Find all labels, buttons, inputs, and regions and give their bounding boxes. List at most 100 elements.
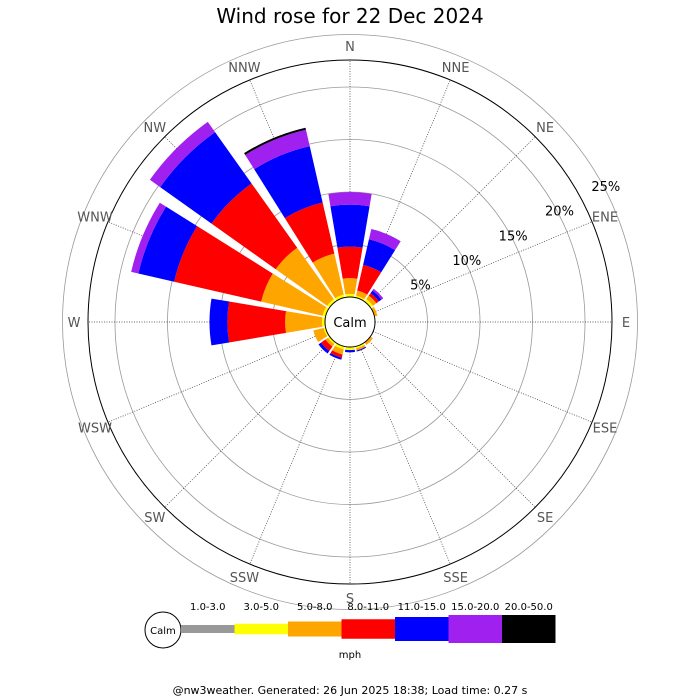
bar-nw-bin-3 <box>211 183 298 270</box>
bar-ene-bin-2 <box>371 307 378 317</box>
legend-label-3: 8.0-11.0 <box>347 602 389 613</box>
legend-label-0: 1.0-3.0 <box>190 602 225 613</box>
legend-swatch-6 <box>502 615 556 643</box>
bar-n-bin-2 <box>342 278 358 295</box>
legend-swatch-3 <box>341 619 395 639</box>
bar-sw-bin-2 <box>325 337 335 347</box>
bar-wnw-bin-3 <box>174 226 273 302</box>
bar-wsw-bin-2 <box>313 328 328 342</box>
direction-label-w: W <box>68 316 81 331</box>
bar-wnw-bin-4 <box>138 206 198 282</box>
bar-sse-bin-2 <box>356 344 366 351</box>
spoke-nne <box>359 79 451 300</box>
direction-labels: N NNE NE ENE E ESE SE SSE S SSW SW WSW W WNW NW NNW <box>68 40 631 607</box>
bar-ne-bin-1 <box>364 299 373 308</box>
direction-label-ssw: SSW <box>230 571 260 586</box>
spoke-sw <box>164 339 333 508</box>
bar-nw-bin-5 <box>149 121 216 188</box>
chart-title: Wind rose for 22 Dec 2024 <box>216 4 484 28</box>
direction-label-sse: SSE <box>443 571 468 586</box>
radial-tick-label-4: 25% <box>591 180 620 195</box>
bar-s-bin-4 <box>344 349 356 353</box>
spoke-nnw <box>249 79 341 300</box>
bar-n-bin-3 <box>337 246 363 279</box>
spoke-ssw <box>249 344 341 565</box>
direction-label-se: SE <box>537 511 553 526</box>
bar-nnw-bin-3 <box>284 202 335 263</box>
bar-ne-bin-2 <box>366 295 377 306</box>
direction-spokes <box>88 60 612 584</box>
legend-items: 1.0-3.0 3.0-5.0 5.0-8.0 8.0-11.0 11.0-15.0 15… <box>181 602 556 643</box>
legend-label-1: 3.0-5.0 <box>244 602 279 613</box>
spoke-ene <box>372 221 593 313</box>
bar-wnw-bin-1 <box>322 307 329 317</box>
spoke-ese <box>372 331 593 423</box>
bar-nnw-bin-4 <box>254 146 323 219</box>
bar-s-bin-1 <box>345 346 355 351</box>
bar-wnw-bin-5 <box>131 202 167 274</box>
bar-ssw-bin-1 <box>335 343 345 350</box>
spoke-se <box>367 339 536 508</box>
bar-nnw-bin-5 <box>245 129 310 170</box>
legend-label-6: 20.0-50.0 <box>505 602 553 613</box>
radial-tick-label-2: 15% <box>499 229 528 244</box>
bar-sw-bin-1 <box>327 336 336 345</box>
direction-label-s: S <box>346 592 354 607</box>
legend-swatch-2 <box>288 621 342 637</box>
bar-sse-bin-1 <box>355 343 365 349</box>
bar-nne-bin-2 <box>356 290 368 300</box>
bar-w-bin-1 <box>321 317 326 327</box>
radial-tick-label-3: 20% <box>545 205 574 220</box>
direction-label-nne: NNE <box>442 61 470 76</box>
direction-label-sw: SW <box>144 511 165 526</box>
legend-swatch-4 <box>395 617 449 641</box>
bar-n-bin-1 <box>345 293 355 298</box>
radial-tick-labels: 5% 10% 15% 20% 25% <box>410 180 620 294</box>
direction-label-e: E <box>622 316 630 331</box>
legend: Calm 1.0-3.0 3.0-5.0 5.0-8.0 8.0-11.0 11.0-1… <box>144 602 556 661</box>
direction-label-ne: NE <box>536 121 554 136</box>
direction-label-wsw: WSW <box>78 422 112 437</box>
outer-circle <box>87 59 613 585</box>
bar-w-bin-2 <box>285 311 323 333</box>
legend-swatch-1 <box>234 623 288 635</box>
direction-label-wnw: WNW <box>77 210 113 225</box>
legend-swatch-0 <box>181 625 235 633</box>
radial-tick-label-0: 5% <box>410 279 431 294</box>
direction-label-n: N <box>345 40 355 55</box>
calm-center: Calm <box>324 296 376 348</box>
legend-units: mph <box>339 650 361 661</box>
direction-label-ese: ESE <box>593 422 618 437</box>
bar-ssw-bin-4 <box>329 352 342 360</box>
legend-label-5: 15.0-20.0 <box>451 602 499 613</box>
spoke-wsw <box>107 331 328 423</box>
bar-nnw-bin-2 <box>312 253 344 299</box>
wind-bars <box>131 121 401 360</box>
spoke-sse <box>359 344 451 565</box>
bar-ssw-bin-3 <box>330 350 343 358</box>
bar-ne-bin-5 <box>372 288 384 300</box>
bar-wnw-bin-2 <box>261 273 327 316</box>
bar-nnw-bin-1 <box>335 294 345 301</box>
bar-nne-bin-1 <box>355 295 365 301</box>
radial-tick-label-1: 10% <box>452 254 481 269</box>
bar-nw-bin-4 <box>160 132 252 224</box>
bar-nw-bin-2 <box>275 247 334 306</box>
bar-nne-bin-3 <box>357 264 382 295</box>
bar-n-bin-5 <box>328 191 372 207</box>
bar-se-bin-2 <box>364 336 373 345</box>
legend-swatch-5 <box>448 615 502 643</box>
footer-text: @nw3weather. Generated: 26 Jun 2025 18:3… <box>172 684 528 697</box>
direction-label-ene: ENE <box>592 210 618 225</box>
bar-nnw-bin-6 <box>244 127 306 155</box>
direction-label-nnw: NNW <box>228 61 260 76</box>
direction-label-nw: NW <box>144 121 167 136</box>
bar-w-bin-3 <box>227 301 287 343</box>
legend-label-2: 5.0-8.0 <box>297 602 332 613</box>
bar-sse-bin-4 <box>356 346 367 352</box>
bar-sw-bin-4 <box>318 342 330 354</box>
bar-ne-bin-3 <box>368 293 379 304</box>
bar-ne-bin-4 <box>370 290 382 302</box>
calm-label: Calm <box>333 316 366 331</box>
bar-n-bin-4 <box>330 204 370 248</box>
